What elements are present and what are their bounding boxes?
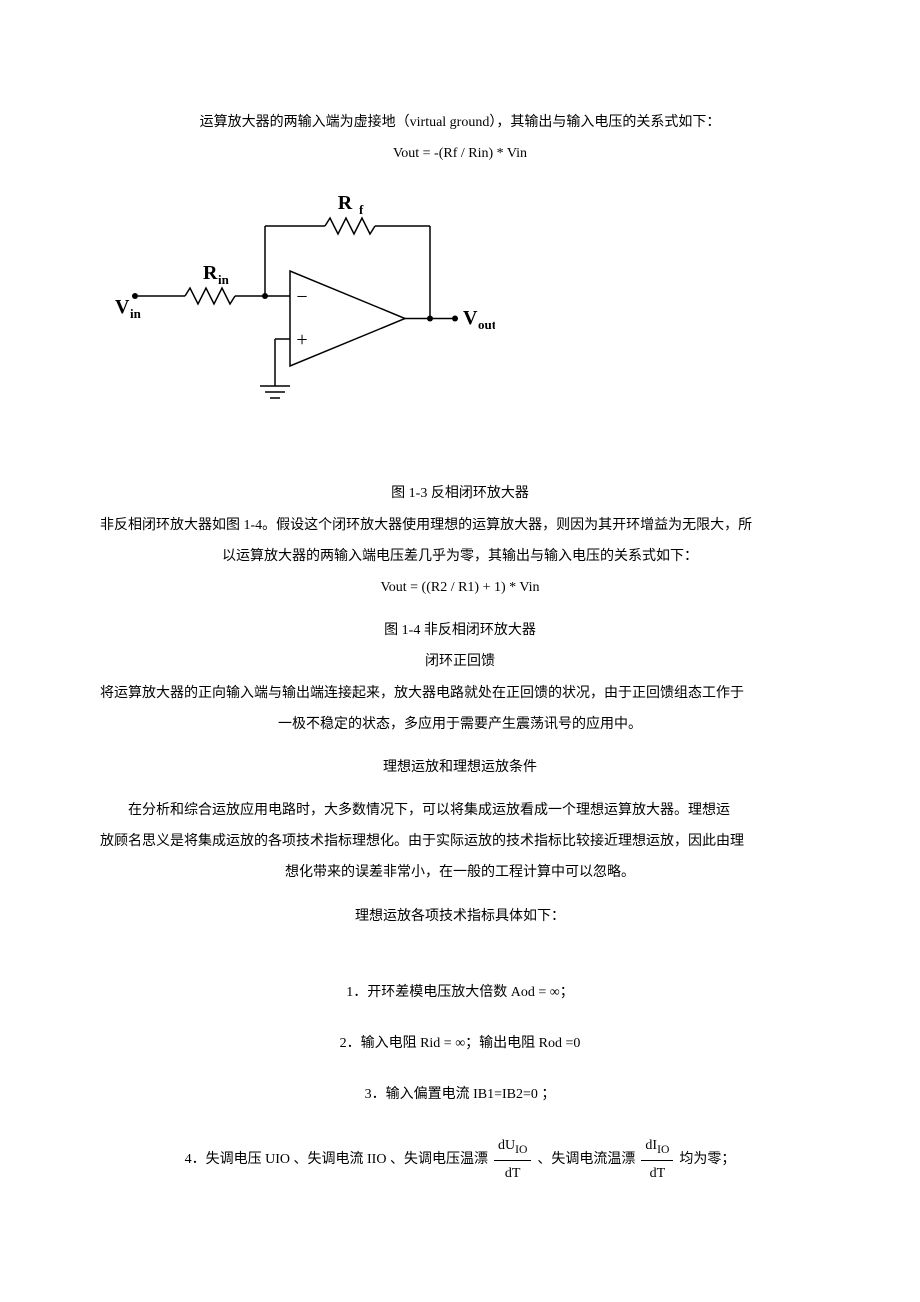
- svg-text:in: in: [218, 272, 230, 287]
- posfeedback-title: 闭环正回馈: [100, 649, 820, 674]
- ideal-p1-b: 放顾名思义是将集成运放的各项技术指标理想化。由于实际运放的技术指标比较接近理想运…: [100, 829, 820, 854]
- ideal-item-1: 1．开环差模电压放大倍数 Aod = ∞；: [100, 980, 820, 1005]
- ideal-item-4-a: 4．失调电压 UIO 、失调电流 IIO 、失调电压温漂: [185, 1147, 488, 1172]
- ideal-item-4-b: 、失调电流温漂: [537, 1147, 635, 1172]
- intro-line: 运算放大器的两输入端为虚接地（virtual ground），其输出与输入电压的…: [100, 110, 820, 135]
- ideal-p1-c: 想化带来的误差非常小，在一般的工程计算中可以忽略。: [100, 860, 820, 885]
- frac1-num: dU: [498, 1138, 515, 1153]
- inverting-amplifier-diagram: R f V in R in − + V out: [115, 191, 495, 421]
- svg-text:in: in: [130, 306, 142, 321]
- frac2-num-sub: IO: [657, 1143, 669, 1156]
- ideal-item-4: 4．失调电压 UIO 、失调电流 IIO 、失调电压温漂 dUIO dT 、失调…: [100, 1133, 820, 1186]
- fraction-duio-dt: dUIO dT: [494, 1133, 531, 1186]
- frac2-den: dT: [641, 1161, 673, 1186]
- posfeedback-desc-b: 一极不稳定的状态，多应用于需要产生震荡讯号的应用中。: [100, 712, 820, 737]
- svg-text:−: −: [296, 286, 307, 308]
- figure-1-3-caption: 图 1-3 反相闭环放大器: [100, 481, 820, 506]
- svg-text:out: out: [478, 317, 495, 332]
- noninverting-desc-a: 非反相闭环放大器如图 1-4。假设这个闭环放大器使用理想的运算放大器，则因为其开…: [100, 513, 820, 538]
- svg-text:V: V: [115, 296, 130, 318]
- frac1-num-sub: IO: [515, 1143, 527, 1156]
- ideal-title: 理想运放和理想运放条件: [100, 755, 820, 780]
- svg-text:+: +: [296, 329, 307, 351]
- noninverting-formula: Vout = ((R2 / R1) + 1) * Vin: [100, 575, 820, 600]
- frac2-num: dI: [645, 1138, 657, 1153]
- noninverting-desc-b: 以运算放大器的两输入端电压差几乎为零，其输出与输入电压的关系式如下：: [100, 544, 820, 569]
- fraction-diio-dt: dIIO dT: [641, 1133, 673, 1186]
- ideal-item-2: 2．输入电阻 Rid = ∞；输出电阻 Rod =0: [100, 1031, 820, 1056]
- posfeedback-desc-a: 将运算放大器的正向输入端与输出端连接起来，放大器电路就处在正回馈的状况，由于正回…: [100, 681, 820, 706]
- svg-text:R: R: [338, 192, 353, 214]
- svg-text:R: R: [203, 262, 218, 284]
- intro-formula: Vout = -(Rf / Rin) * Vin: [100, 141, 820, 166]
- ideal-p1-a: 在分析和综合运放应用电路时，大多数情况下，可以将集成运放看成一个理想运算放大器。…: [100, 798, 820, 823]
- figure-1-4-caption: 图 1-4 非反相闭环放大器: [100, 618, 820, 643]
- svg-text:V: V: [463, 307, 478, 329]
- ideal-list-title: 理想运放各项技术指标具体如下：: [100, 904, 820, 929]
- frac1-den: dT: [494, 1161, 531, 1186]
- ideal-item-3: 3．输入偏置电流 IB1=IB2=0 ；: [100, 1082, 820, 1107]
- svg-text:f: f: [359, 202, 364, 217]
- ideal-item-4-c: 均为零；: [679, 1147, 735, 1172]
